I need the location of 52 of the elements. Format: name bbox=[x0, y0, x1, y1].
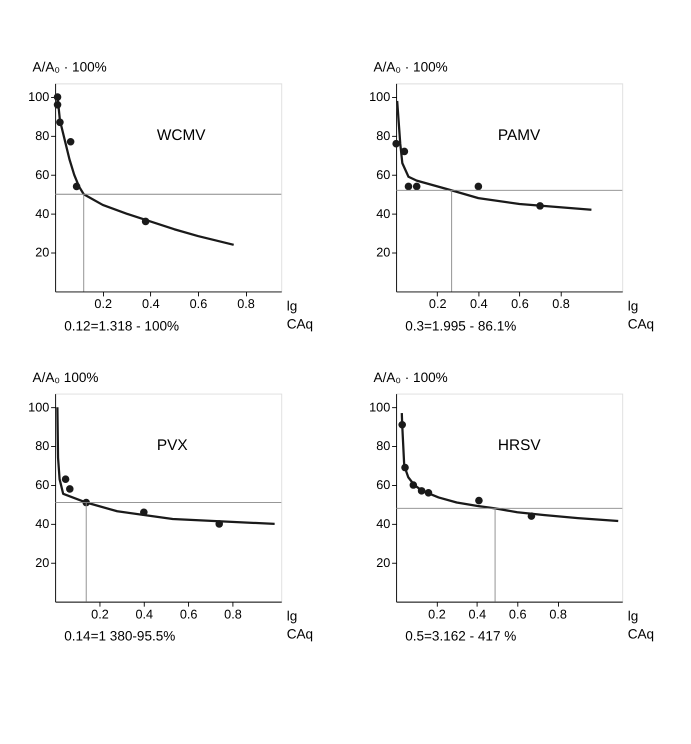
x-tick-label: 0.4 bbox=[470, 297, 488, 312]
x-tick-label: 0.4 bbox=[468, 607, 486, 622]
text: PAMV bbox=[498, 126, 542, 144]
text: 0.5=3.162 - 417 % bbox=[405, 628, 516, 644]
y-axis-title: A/A₀ · 100% bbox=[32, 60, 107, 75]
y-tick-label: 80 bbox=[376, 128, 390, 143]
x-tick-label: 0.2 bbox=[94, 297, 112, 312]
x-tick-label: 0.8 bbox=[552, 297, 570, 312]
x-tick-label: 0.2 bbox=[91, 607, 109, 622]
y-tick-label: 60 bbox=[35, 478, 50, 492]
text: 0.14=1 380-95.5% bbox=[64, 628, 176, 644]
y-tick-label: 80 bbox=[376, 439, 390, 454]
y-axis-title: A/A₀ · 100% bbox=[374, 370, 448, 385]
y-tick-label: 100 bbox=[28, 90, 50, 104]
text: HRSV bbox=[498, 437, 542, 454]
y-tick-label: 60 bbox=[35, 168, 50, 182]
y-axis-title: A/A₀ 100% bbox=[32, 370, 98, 385]
y-tick-label: 60 bbox=[376, 478, 390, 492]
x-tick-label: 0.6 bbox=[180, 607, 198, 622]
y-tick-label: 100 bbox=[28, 400, 50, 414]
text: WCMV bbox=[156, 126, 206, 144]
y-tick-label: 100 bbox=[369, 90, 390, 104]
y-tick-label: 100 bbox=[369, 400, 390, 414]
y-tick-label: 40 bbox=[376, 516, 390, 531]
y-axis-title: A/A₀ · 100% bbox=[374, 60, 448, 75]
x-tick-label: 0.8 bbox=[224, 607, 242, 622]
x-axis-title: lg CAq bbox=[286, 608, 314, 642]
text: 0.3=1.995 - 86.1% bbox=[405, 318, 516, 334]
x-tick-label: 0.6 bbox=[190, 297, 208, 312]
y-tick-label: 40 bbox=[35, 516, 50, 531]
x-tick-label: 0.8 bbox=[549, 607, 567, 622]
x-axis-title: lg CAq bbox=[628, 608, 654, 642]
x-axis-title: lg CAq bbox=[286, 298, 314, 332]
y-tick-label: 20 bbox=[376, 556, 390, 570]
x-tick-label: 0.4 bbox=[135, 607, 154, 622]
y-tick-label: 60 bbox=[376, 168, 390, 182]
x-axis-title: lg CAq bbox=[628, 298, 654, 332]
x-tick-label: 0.2 bbox=[428, 297, 447, 312]
y-tick-label: 40 bbox=[376, 206, 390, 221]
y-tick-label: 80 bbox=[35, 128, 50, 143]
y-tick-label: 40 bbox=[35, 206, 50, 221]
x-tick-label: 0.2 bbox=[428, 607, 446, 622]
y-tick-label: 20 bbox=[35, 556, 50, 570]
text: PVX bbox=[156, 437, 188, 454]
x-tick-label: 0.6 bbox=[511, 297, 529, 312]
y-tick-label: 80 bbox=[35, 439, 50, 454]
y-tick-label: 20 bbox=[376, 246, 390, 260]
x-tick-label: 0.4 bbox=[142, 297, 160, 312]
y-tick-label: 20 bbox=[35, 246, 50, 260]
x-tick-label: 0.8 bbox=[237, 297, 255, 312]
text: 0.12=1.318 - 100% bbox=[64, 318, 180, 334]
x-tick-label: 0.6 bbox=[508, 607, 527, 622]
